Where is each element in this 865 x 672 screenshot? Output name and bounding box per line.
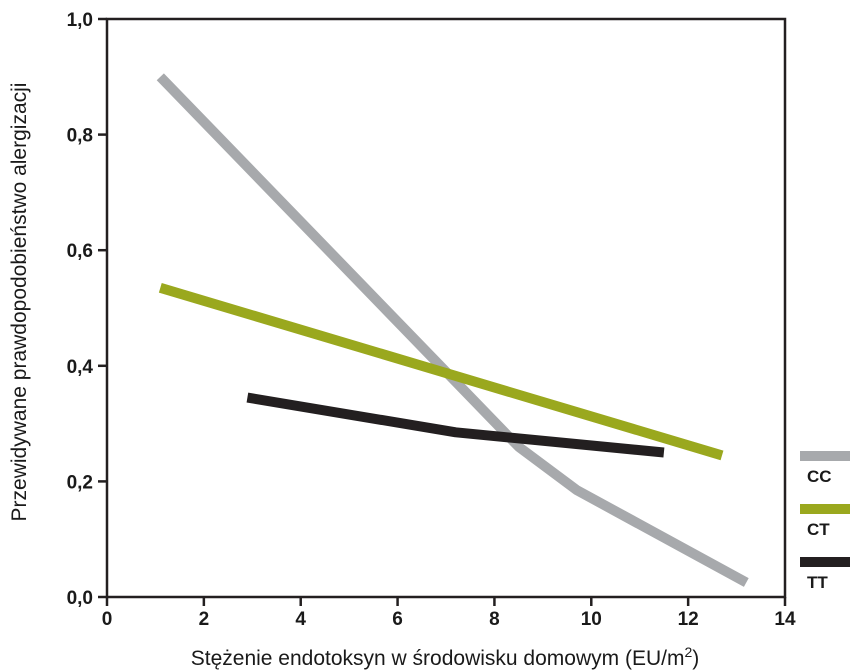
x-tick-label: 10 (581, 609, 602, 630)
y-tick-label: 1,0 (67, 10, 93, 31)
x-axis-title-end: ) (692, 647, 699, 670)
plot-frame (107, 19, 785, 597)
x-axis-title: Stężenie endotoksyn w środowisku domowym… (191, 644, 700, 670)
legend-label-ct: CT (807, 520, 830, 539)
x-tick-label: 8 (489, 609, 500, 630)
legend-swatch-ct (800, 504, 850, 514)
x-tick-label: 2 (199, 609, 210, 630)
x-axis-ticks: 0 2 4 6 8 10 12 14 (102, 597, 796, 630)
legend-swatch-tt (800, 557, 850, 567)
x-tick-label: 12 (678, 609, 699, 630)
y-tick-label: 0,8 (67, 126, 93, 147)
series-line-cc (160, 77, 746, 583)
y-tick-label: 0,2 (67, 472, 93, 493)
y-axis-ticks: 0,0 0,2 0,4 0,6 0,8 1,0 (67, 10, 107, 609)
y-tick-label: 0,0 (67, 588, 93, 609)
x-tick-label: 6 (392, 609, 403, 630)
x-tick-label: 0 (102, 609, 113, 630)
legend-label-cc: CC (807, 467, 832, 486)
legend-label-tt: TT (807, 573, 828, 592)
y-tick-label: 0,4 (67, 357, 94, 378)
x-tick-label: 4 (295, 609, 306, 630)
legend: CC CT TT (800, 451, 850, 592)
legend-swatch-cc (800, 451, 850, 461)
series-line-tt (247, 398, 664, 453)
x-tick-label: 14 (774, 609, 796, 630)
y-axis-title: Przewidywane prawdopodobieństwo alergiza… (8, 83, 31, 522)
x-axis-title-superscript: 2 (684, 644, 692, 660)
series-lines (160, 77, 746, 583)
y-tick-label: 0,6 (67, 241, 93, 262)
